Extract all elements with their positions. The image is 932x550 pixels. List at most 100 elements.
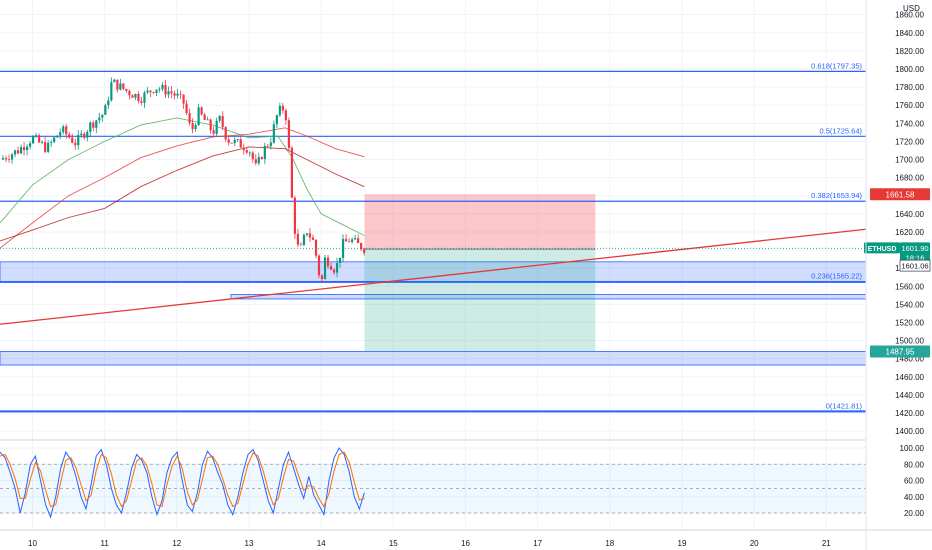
- candle-body: [22, 147, 26, 151]
- osc-tick-label: 20.00: [904, 509, 925, 518]
- trendline: [0, 228, 867, 325]
- candle-body: [296, 233, 300, 245]
- candle-body: [278, 105, 281, 116]
- candlestick-series: [1, 77, 366, 283]
- candle-body: [149, 90, 152, 93]
- price-tick-label: 1680.00: [895, 174, 924, 183]
- candle-body: [35, 135, 38, 137]
- candle-body: [314, 239, 318, 256]
- time-tick-label: 11: [100, 539, 109, 548]
- time-tick-label: 12: [172, 539, 181, 548]
- symbol-badge: [864, 242, 900, 254]
- candle-body: [158, 89, 161, 90]
- candle-body: [116, 79, 119, 90]
- candle-body: [206, 119, 209, 121]
- candle-body: [260, 157, 263, 159]
- candle-body: [329, 266, 333, 270]
- long-position-tool[interactable]: [364, 194, 596, 352]
- candle-body: [344, 239, 348, 242]
- moving-average-line: [0, 146, 365, 242]
- candle-body: [293, 197, 297, 234]
- countdown-label: 18:16: [906, 253, 925, 262]
- fib-level-label: 0.5(1725.64): [819, 126, 862, 135]
- candle-body: [47, 142, 50, 152]
- candle-body: [209, 119, 212, 131]
- candle-body: [245, 150, 248, 153]
- candle-body: [317, 255, 321, 276]
- candle-body: [152, 92, 155, 93]
- candle-body: [308, 233, 312, 238]
- candle-body: [7, 159, 11, 161]
- candle-body: [272, 124, 275, 143]
- candle-body: [4, 158, 8, 160]
- candle-body: [218, 116, 221, 121]
- candle-body: [16, 150, 20, 154]
- candle-body: [19, 147, 23, 154]
- price-tick-label: 1780.00: [895, 83, 924, 92]
- candle-body: [131, 95, 134, 98]
- candle-body: [182, 94, 185, 104]
- candle-body: [188, 113, 191, 124]
- entry-price-badge: [899, 259, 931, 272]
- candle-body: [71, 137, 74, 143]
- candle-body: [354, 238, 357, 240]
- candle-body: [203, 114, 206, 120]
- candle-body: [50, 141, 53, 143]
- stochastic-pane[interactable]: [0, 447, 866, 519]
- candle-body: [38, 135, 41, 143]
- price-tick-label: 1440.00: [895, 391, 924, 400]
- candle-body: [137, 93, 140, 102]
- price-tick-label: 1520.00: [895, 318, 924, 327]
- candle-body: [140, 101, 143, 103]
- candle-body: [320, 275, 324, 280]
- candle-body: [134, 93, 137, 98]
- price-badge: [870, 345, 930, 358]
- candle-body: [41, 142, 44, 143]
- candle-body: [350, 239, 354, 242]
- candle-body: [44, 142, 47, 152]
- fibonacci-retracement[interactable]: [0, 70, 866, 413]
- moving-average-line: [0, 127, 365, 249]
- candle-body: [323, 257, 327, 280]
- candle-body: [233, 139, 236, 144]
- price-tick-label: 1400.00: [895, 427, 924, 436]
- candle-body: [176, 93, 179, 96]
- candle-body: [263, 145, 266, 159]
- candle-body: [311, 237, 315, 240]
- candle-body: [335, 262, 339, 273]
- candle-body: [107, 100, 110, 106]
- candle-body: [332, 269, 336, 273]
- price-tick-label: 1640.00: [895, 210, 924, 219]
- time-tick-label: 15: [389, 539, 398, 548]
- candle-body: [89, 122, 92, 132]
- price-tick-label: 1720.00: [895, 137, 924, 146]
- price-axis[interactable]: 1400.00 1420.00 1440.00 1460.00 1480.00 1500.…: [866, 0, 932, 550]
- grid-lines: [0, 0, 932, 530]
- trend-line[interactable]: [0, 228, 867, 325]
- candle-body: [191, 123, 194, 130]
- candle-body: [110, 82, 113, 101]
- candle-body: [146, 90, 149, 93]
- stochastic-line: [0, 447, 365, 519]
- entry-price-label: 1601.06: [901, 262, 928, 271]
- candle-body: [242, 147, 245, 151]
- candle-body: [185, 103, 188, 114]
- osc-tick-label: 80.00: [904, 460, 925, 469]
- fib-level-label: 0.618(1797.35): [811, 61, 862, 70]
- candle-body: [236, 139, 239, 140]
- axis-background: [866, 0, 932, 550]
- price-tick-label: 1540.00: [895, 300, 924, 309]
- candle-body: [10, 154, 14, 160]
- candle-body: [119, 83, 122, 90]
- candle-body: [299, 244, 303, 246]
- candle-body: [25, 146, 29, 151]
- stochastic-line: [0, 451, 365, 508]
- candle-body: [266, 145, 269, 147]
- time-tick-label: 18: [605, 539, 614, 548]
- candle-body: [269, 142, 272, 147]
- candle-body: [13, 150, 17, 155]
- candle-body: [65, 126, 68, 135]
